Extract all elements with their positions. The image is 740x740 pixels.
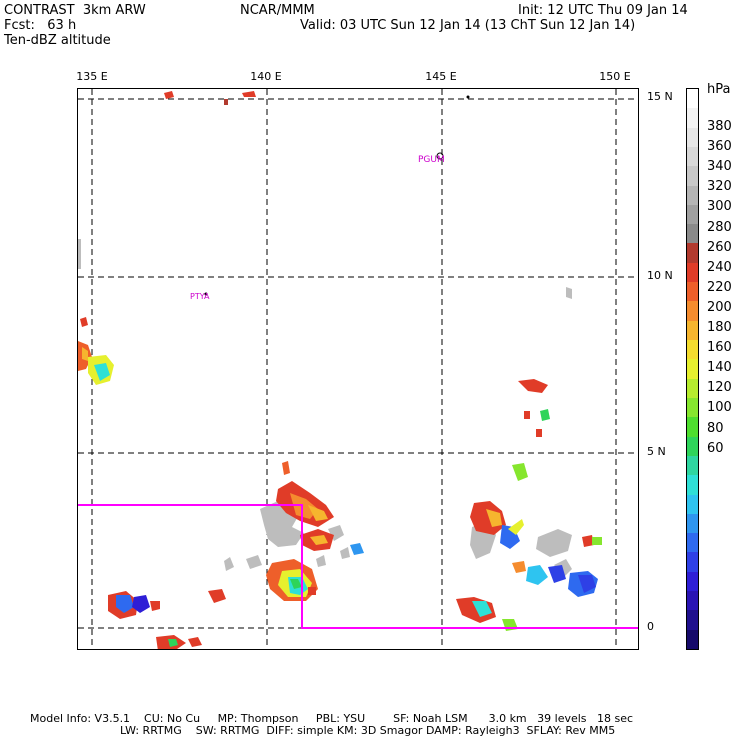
colorbar-label: 340 <box>707 159 732 175</box>
colorbar-label: 60 <box>707 440 724 456</box>
colorbar-swatch <box>687 185 698 206</box>
colorbar-unit: hPa <box>707 82 731 97</box>
lat-label-0: 0 <box>647 620 654 633</box>
colorbar-label: 260 <box>707 239 732 255</box>
colorbar-label: 380 <box>707 119 732 134</box>
colorbar-swatch <box>687 417 698 438</box>
colorbar-label: 320 <box>707 179 732 195</box>
lon-label-140: 140 E <box>250 70 282 83</box>
lat-label-10n: 10 N <box>647 269 673 282</box>
center-name: NCAR/MMM <box>240 3 315 18</box>
model-title: CONTRAST 3km ARW <box>4 3 146 18</box>
colorbar-label: 220 <box>707 279 732 295</box>
echo-cells <box>78 91 602 649</box>
map-panel[interactable]: PGUM PTYA <box>77 88 639 650</box>
colorbar-label: 300 <box>707 199 732 215</box>
colorbar-swatch <box>687 127 698 148</box>
colorbar-label: 100 <box>707 400 732 416</box>
lat-label-15n: 15 N <box>647 90 673 103</box>
field-name: Ten-dBZ altitude <box>4 33 111 48</box>
colorbar-swatch <box>687 475 698 495</box>
domain-box <box>78 504 638 629</box>
station-markers <box>204 95 470 296</box>
colorbar-swatch <box>687 359 698 380</box>
colorbar-swatch <box>687 262 698 283</box>
colorbar-swatch <box>687 243 698 264</box>
colorbar-swatch <box>687 397 698 418</box>
map-canvas: PGUM PTYA <box>78 89 638 649</box>
lon-label-145: 145 E <box>425 70 457 83</box>
colorbar-label: 280 <box>707 219 732 235</box>
colorbar-label: 180 <box>707 320 732 335</box>
station-pgum: PGUM <box>418 155 445 165</box>
colorbar-swatch <box>687 571 698 592</box>
colorbar-swatch <box>687 610 698 631</box>
colorbar-swatch <box>687 204 698 225</box>
colorbar-swatch <box>687 224 698 244</box>
lon-label-135: 135 E <box>76 70 108 83</box>
colorbar-label: 140 <box>707 360 732 376</box>
init-time: Init: 12 UTC Thu 09 Jan 14 <box>518 3 688 18</box>
colorbar-swatch <box>687 591 698 611</box>
colorbar-swatch <box>687 108 698 129</box>
colorbar-label: 240 <box>707 259 732 275</box>
colorbar-swatch <box>687 494 698 515</box>
colorbar-swatch <box>687 533 698 553</box>
colorbar-swatch <box>687 455 698 476</box>
colorbar-swatch <box>687 513 698 534</box>
station-ptya: PTYA <box>190 292 210 301</box>
forecast-hour: Fcst: 63 h <box>4 18 77 33</box>
colorbar-swatch <box>687 436 698 457</box>
colorbar-swatch <box>687 378 698 399</box>
colorbar-label: 160 <box>707 340 732 356</box>
valid-time: Valid: 03 UTC Sun 12 Jan 14 (13 ChT Sun … <box>300 18 636 33</box>
colorbar-swatch <box>687 166 698 187</box>
colorbar-swatch <box>687 552 698 573</box>
colorbar-swatch <box>687 629 698 650</box>
colorbar-swatch <box>687 282 698 302</box>
colorbar-label: 80 <box>707 420 724 436</box>
colorbar-swatch <box>687 320 698 341</box>
colorbar-label: 360 <box>707 139 732 155</box>
colorbar-swatch <box>687 301 698 322</box>
colorbar-label: 120 <box>707 380 732 396</box>
colorbar-swatch <box>687 340 698 360</box>
colorbar-label: 200 <box>707 299 732 315</box>
colorbar-swatch <box>687 146 698 167</box>
model-info-line1: Model Info: V3.5.1 CU: No Cu MP: Thompso… <box>30 712 634 725</box>
colorbar-swatch <box>687 89 698 109</box>
model-info-line2: LW: RRTMG SW: RRTMG DIFF: simple KM: 3D … <box>120 724 616 737</box>
lon-label-150: 150 E <box>599 70 631 83</box>
colorbar <box>686 88 699 650</box>
lat-label-5n: 5 N <box>647 445 666 458</box>
